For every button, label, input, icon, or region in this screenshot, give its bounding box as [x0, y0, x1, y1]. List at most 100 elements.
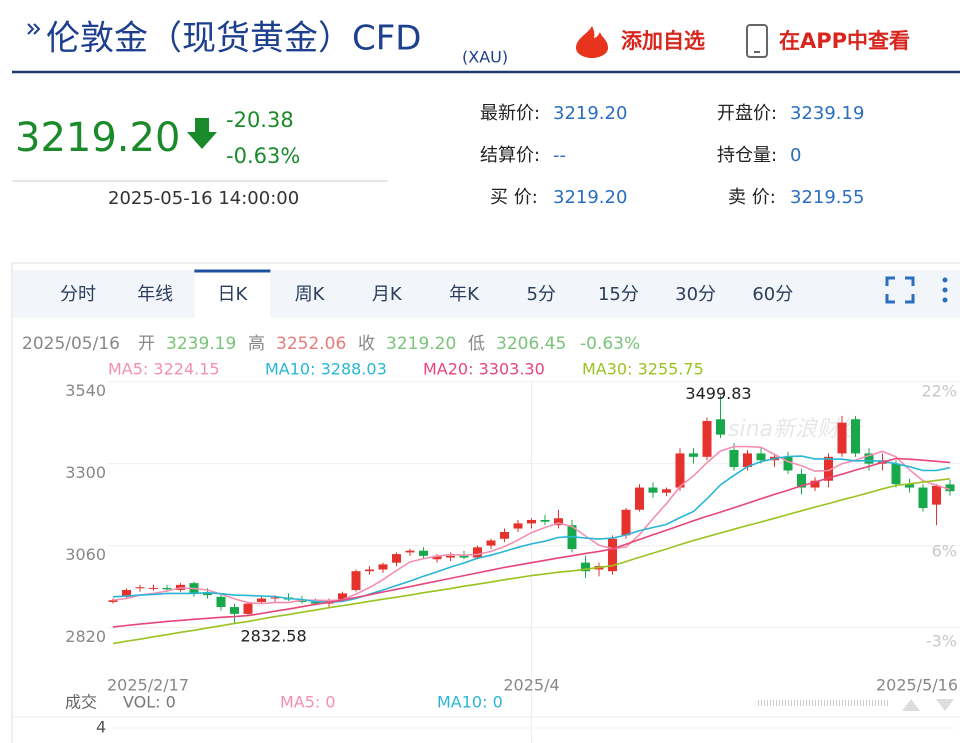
- chart-panel: [11, 262, 960, 743]
- candle-body: [108, 600, 118, 602]
- candle-body: [230, 607, 239, 614]
- info-value: 3239.19: [790, 103, 864, 124]
- candle-body: [729, 449, 739, 468]
- view-app-button[interactable]: 在APP中查看: [746, 24, 910, 58]
- candle-body: [378, 564, 388, 570]
- info-value: 3219.20: [553, 103, 627, 124]
- info-item-value: 3252.06: [276, 334, 346, 354]
- tab[interactable]: 月K: [372, 284, 403, 305]
- fire-icon: [576, 26, 608, 58]
- candle-body: [675, 453, 685, 488]
- title-icon: [27, 23, 41, 35]
- tab-bar: [13, 270, 960, 318]
- phone-icon: [746, 24, 768, 58]
- tab[interactable]: 周K: [295, 284, 326, 305]
- candle-body: [500, 531, 509, 539]
- candle-body: [405, 550, 415, 553]
- price-change-pct: -0.63%: [226, 144, 300, 168]
- tab[interactable]: 年线: [137, 284, 173, 305]
- candle-body: [351, 571, 361, 590]
- info-value: 3219.55: [790, 187, 864, 208]
- view-app-label[interactable]: 在APP中查看: [779, 29, 910, 53]
- info-date: 2025/05/16: [22, 334, 120, 354]
- candle-body: [810, 480, 820, 488]
- candle-body: [608, 538, 617, 572]
- more-dot[interactable]: [942, 287, 948, 293]
- y2-tick-label: -3%: [926, 632, 957, 651]
- tab[interactable]: 60分: [752, 284, 793, 305]
- volume-ma5: MA5: 0: [280, 693, 336, 712]
- fullscreen-button[interactable]: [885, 276, 915, 304]
- info-item-value: 3206.45: [496, 334, 566, 354]
- candle-body: [716, 419, 725, 435]
- y-tick-label: 3060: [65, 545, 106, 564]
- info-label: 买 价:: [490, 187, 538, 208]
- candle-body: [648, 487, 658, 493]
- y-tick-label: 2820: [65, 627, 106, 646]
- candle-body: [270, 597, 280, 599]
- last-price: 3219.20: [15, 115, 180, 161]
- candle-body: [216, 596, 226, 608]
- candle-body: [797, 473, 806, 488]
- zoom-in-button[interactable]: [902, 699, 920, 711]
- legend-entry: MA20: 3303.30: [423, 360, 545, 379]
- info-value: 0: [790, 145, 801, 166]
- x-tick-label: 2025/2/17: [107, 676, 189, 695]
- info-label: 开盘价:: [717, 103, 777, 124]
- candle-body: [432, 555, 442, 560]
- fullscreen-icon[interactable]: [885, 276, 915, 304]
- min-label: 2832.58: [241, 627, 307, 646]
- candle-body: [446, 555, 455, 558]
- info-label: 结算价:: [480, 145, 540, 166]
- ma-line: [112, 445, 951, 605]
- candle-body: [243, 603, 253, 614]
- more-dot[interactable]: [942, 277, 948, 283]
- candle-body: [635, 487, 644, 510]
- candle-body: [135, 587, 145, 589]
- candle-body: [149, 587, 158, 589]
- candle-body: [837, 422, 847, 454]
- candle-body: [905, 484, 914, 488]
- add-watch-label[interactable]: 添加自选: [621, 29, 705, 53]
- info-item-label: 开: [138, 334, 155, 354]
- tab[interactable]: 30分: [675, 284, 716, 305]
- candle-body: [162, 587, 172, 590]
- candle-body: [473, 547, 482, 558]
- candle-body: [338, 593, 347, 601]
- candle-body: [662, 489, 671, 493]
- info-item-value: 3239.19: [166, 334, 236, 354]
- info-label: 卖 价:: [728, 187, 776, 208]
- candle-body: [527, 519, 536, 524]
- tab[interactable]: 年K: [449, 284, 480, 305]
- page-title: 伦敦金（现货黄金）CFD: [46, 19, 421, 59]
- volume-ma10: MA10: 0: [437, 693, 503, 712]
- info-change: -0.63%: [580, 334, 640, 354]
- candle-body: [392, 554, 401, 563]
- candle-body: [365, 569, 374, 572]
- candle-body: [824, 456, 833, 481]
- active-tab[interactable]: [194, 270, 271, 318]
- zoom-out-button[interactable]: [936, 699, 954, 711]
- ma-line: [112, 478, 951, 645]
- tab[interactable]: 日K: [217, 284, 248, 305]
- candle-body: [918, 487, 928, 509]
- info-item-label: 高: [248, 334, 265, 354]
- quote-time: 2025-05-16 14:00:00: [108, 188, 299, 209]
- max-label: 3499.83: [685, 384, 751, 403]
- more-button[interactable]: [942, 277, 948, 303]
- add-watch-button[interactable]: 添加自选: [576, 26, 705, 58]
- tabs: 分时 年线 日K 周K 月K 年K 5分 15分 30分 60分: [60, 269, 793, 318]
- info-item-label: 收: [358, 334, 375, 354]
- tab[interactable]: 5分: [526, 284, 555, 305]
- more-dot[interactable]: [942, 297, 948, 303]
- info-item-value: 3219.20: [386, 334, 456, 354]
- down-arrow: [187, 118, 217, 149]
- tab[interactable]: 分时: [60, 284, 96, 305]
- candle-body: [932, 485, 941, 505]
- y-tick-label: 3540: [65, 381, 106, 400]
- candle-body: [945, 484, 955, 492]
- volume-title: 成交: [65, 693, 97, 712]
- candle-body: [311, 601, 320, 604]
- tab[interactable]: 15分: [598, 284, 639, 305]
